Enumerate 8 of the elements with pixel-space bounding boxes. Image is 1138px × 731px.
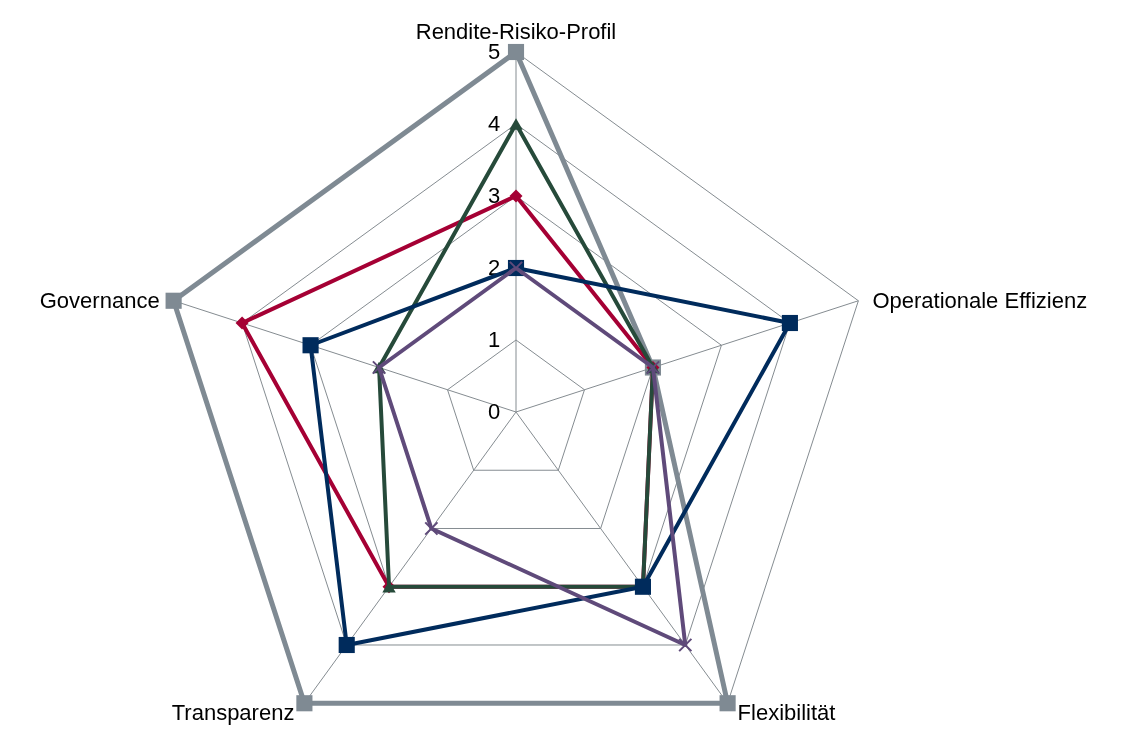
spoke-label: Flexibilität: [737, 700, 836, 726]
y-tick-label: 4: [487, 111, 501, 136]
y-tick-label: 3: [487, 183, 501, 208]
y-tick-label: 0: [487, 399, 501, 424]
spoke-label: Governance: [39, 287, 160, 313]
spoke-label: Operationale Effizienz: [872, 287, 1088, 313]
y-tick-label: 1: [487, 327, 501, 352]
spoke-label: Transparenz: [171, 700, 295, 726]
